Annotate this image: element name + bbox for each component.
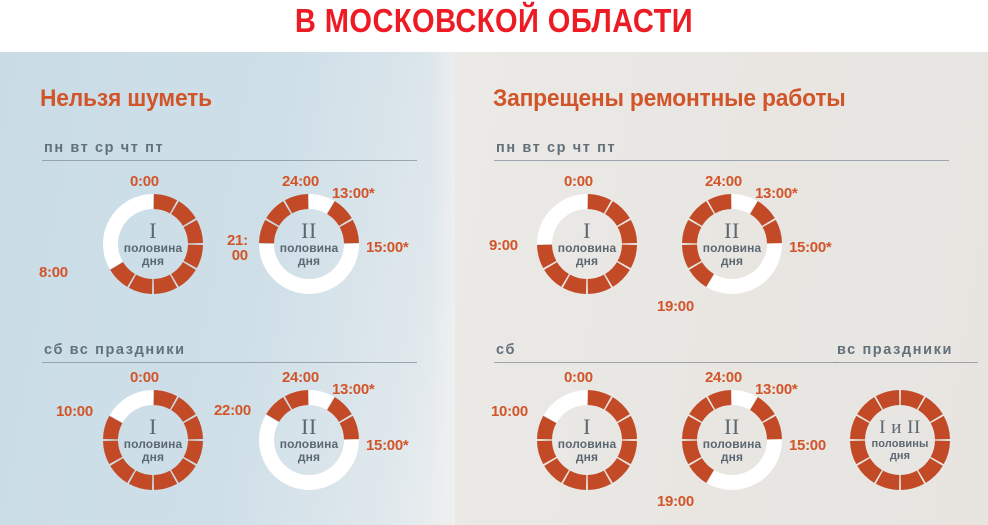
time-label-15-00: 15:00*	[789, 239, 832, 256]
title-band: В МОСКОВСКОЙ ОБЛАСТИ	[0, 0, 988, 52]
day-label-weekend: сб вс праздники	[44, 342, 186, 358]
time-label-21-00-line1: 21:	[227, 232, 248, 249]
time-label-24-00: 24:00	[705, 369, 742, 386]
donut-noise-weekdays-first-half: I половина дня	[101, 192, 205, 296]
donut-repairs-weekdays-second-half: II половина дня	[680, 192, 784, 296]
donut-repairs-sunday-holidays: I и II половины дня	[848, 388, 952, 492]
time-label-13-00: 13:00*	[755, 381, 798, 398]
donut-repairs-saturday-second-half: II половина дня	[680, 388, 784, 492]
time-label-13-00: 13:00*	[755, 185, 798, 202]
page-title: В МОСКОВСКОЙ ОБЛАСТИ	[294, 2, 694, 39]
time-label-0-00: 0:00	[564, 369, 593, 386]
time-label-13-00: 13:00*	[332, 381, 375, 398]
day-label-weekdays: пн вт ср чт пт	[44, 140, 165, 156]
donut-noise-weekdays-second-half: II половина дня	[257, 192, 361, 296]
time-label-13-00: 13:00*	[332, 185, 375, 202]
time-label-10-00: 10:00	[56, 403, 93, 420]
donut-noise-weekend-first-half: I половина дня	[101, 388, 205, 492]
time-label-24-00: 24:00	[282, 369, 319, 386]
day-label-saturday: сб	[496, 342, 517, 358]
time-label-22-00: 22:00	[214, 402, 251, 419]
time-label-9-00: 9:00	[489, 237, 518, 254]
donut-repairs-weekdays-first-half: I половина дня	[535, 192, 639, 296]
time-label-15-00: 15:00*	[366, 437, 409, 454]
panel-noise-heading: Нельзя шуметь	[40, 85, 212, 112]
time-label-0-00: 0:00	[130, 173, 159, 190]
time-label-10-00: 10:00	[491, 403, 528, 420]
time-label-21-00: 21: 00	[227, 233, 248, 263]
time-label-21-00-line2: 00	[231, 247, 248, 264]
time-label-19-00: 19:00	[657, 298, 694, 315]
time-label-24-00: 24:00	[282, 173, 319, 190]
time-label-8-00: 8:00	[39, 264, 68, 281]
section-rule	[42, 160, 417, 161]
donut-noise-weekend-second-half: II половина дня	[257, 388, 361, 492]
time-label-15-00: 15:00	[789, 437, 826, 454]
time-label-19-00: 19:00	[657, 493, 694, 510]
donut-repairs-saturday-first-half: I половина дня	[535, 388, 639, 492]
time-label-24-00: 24:00	[705, 173, 742, 190]
day-label-sunday-holidays: вс праздники	[837, 342, 953, 358]
section-rule	[42, 362, 417, 363]
time-label-0-00: 0:00	[564, 173, 593, 190]
panel-noise: Нельзя шуметь пн вт ср чт пт сб вс празд…	[0, 52, 460, 525]
section-rule	[494, 160, 949, 161]
time-label-15-00: 15:00*	[366, 239, 409, 256]
time-label-0-00: 0:00	[130, 369, 159, 386]
section-rule	[833, 362, 978, 363]
day-label-weekdays: пн вт ср чт пт	[496, 140, 617, 156]
panel-repairs-heading: Запрещены ремонтные работы	[493, 85, 846, 112]
section-rule	[494, 362, 839, 363]
